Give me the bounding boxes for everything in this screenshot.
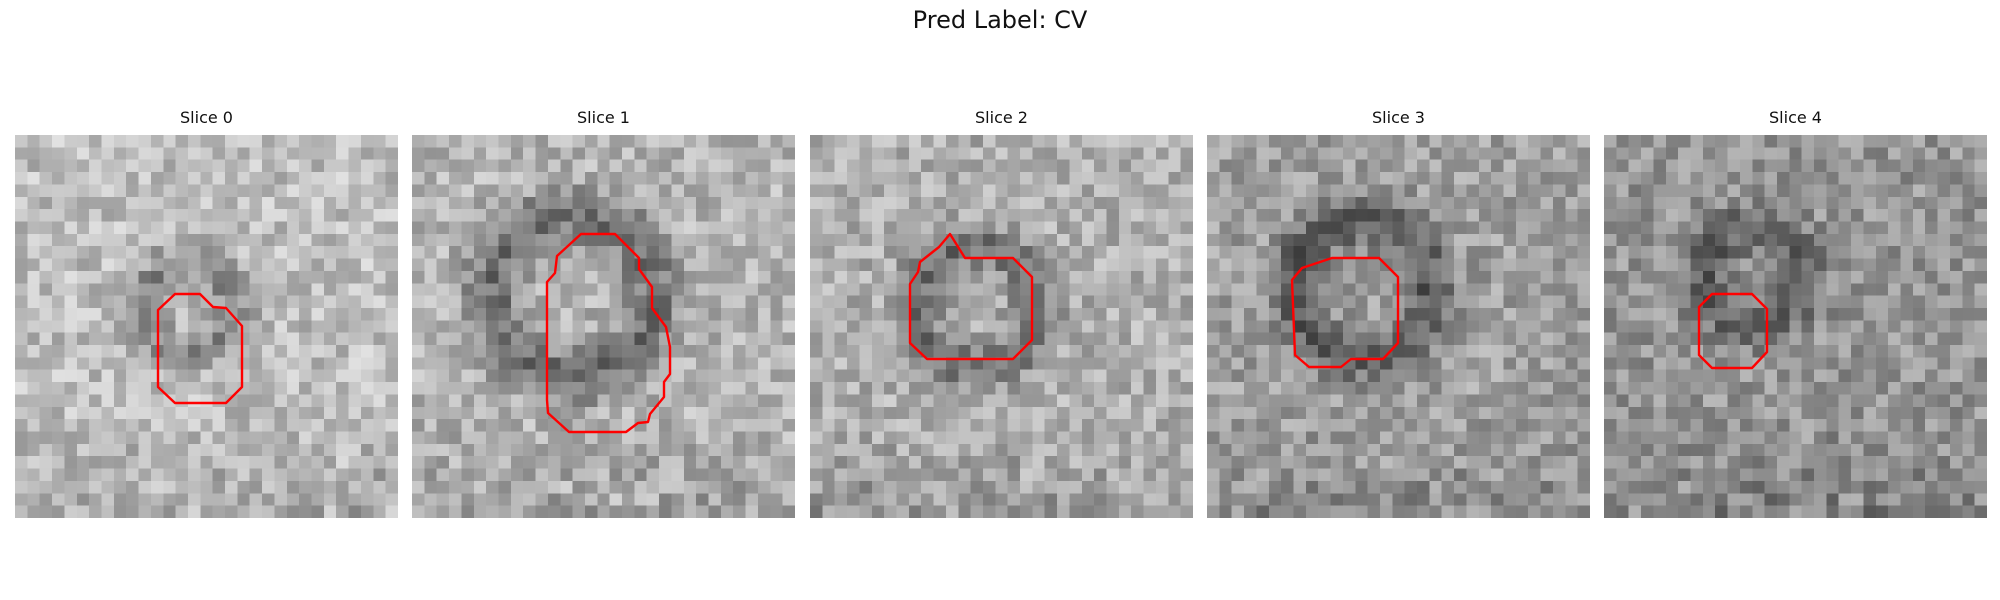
ct-slice-image [412, 135, 795, 518]
slice-title: Slice 3 [1372, 108, 1425, 127]
segmentation-contour [1697, 292, 1769, 370]
slice-title: Slice 1 [577, 108, 630, 127]
ct-slice-image [1604, 135, 1987, 518]
segmentation-contour [908, 232, 1034, 361]
slice-title: Slice 2 [975, 108, 1028, 127]
ct-slice-image [810, 135, 1193, 518]
segmentation-contour [545, 232, 672, 434]
ct-slice-image [15, 135, 398, 518]
segmentation-contour [156, 292, 244, 405]
figure-title: Pred Label: CV [912, 6, 1088, 34]
segmentation-contour [1290, 256, 1400, 369]
slice-title: Slice 0 [180, 108, 233, 127]
slice-title: Slice 4 [1769, 108, 1822, 127]
